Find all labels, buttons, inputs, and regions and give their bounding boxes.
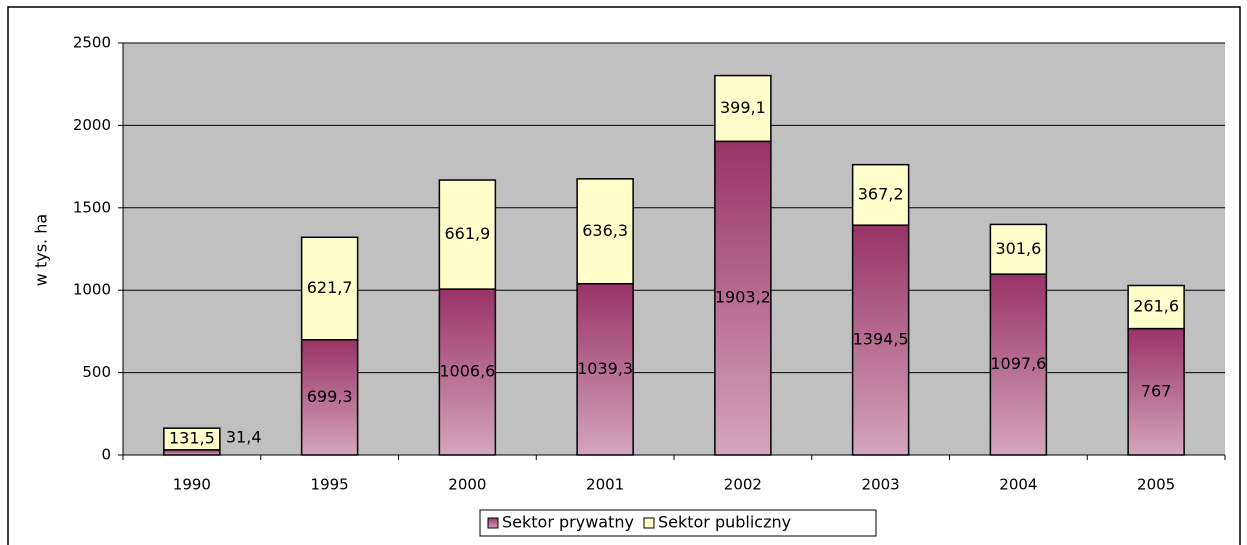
- plot-area: [123, 43, 1225, 455]
- bar-segment: [163, 449, 221, 456]
- data-label: 1039,3: [577, 359, 633, 378]
- bar-segment: [163, 427, 221, 451]
- x-tick-label: 1990: [173, 476, 211, 494]
- bar-segment: [989, 273, 1048, 456]
- y-axis-label: w tys. ha: [32, 214, 51, 286]
- legend-label: Sektor prywatny: [502, 513, 634, 532]
- x-tick-label: 2001: [586, 476, 624, 494]
- data-label: 621,7: [307, 278, 353, 297]
- legend-swatch: [643, 517, 655, 529]
- y-tick-label: 0: [101, 446, 111, 464]
- bar-segment: [438, 288, 497, 456]
- bar-segment: [1127, 327, 1185, 456]
- data-label: 661,9: [444, 224, 490, 243]
- bar-segment: [1127, 284, 1185, 330]
- data-label: 261,6: [1133, 297, 1179, 316]
- bar-segment: [989, 223, 1048, 275]
- data-label: 131,5: [169, 428, 215, 447]
- data-label: 767: [1141, 381, 1172, 400]
- data-label: 301,6: [995, 239, 1041, 258]
- bar-segment: [714, 74, 772, 143]
- bar-segment: [300, 339, 359, 456]
- bar-segment: [851, 224, 910, 456]
- bar-segment: [576, 282, 634, 456]
- bar-segment: [576, 178, 634, 285]
- y-tick-label: 1500: [73, 198, 111, 216]
- bar-segment: [851, 163, 910, 226]
- legend-swatch: [487, 517, 499, 529]
- x-tick-label: 2000: [448, 476, 486, 494]
- legend-box: [479, 509, 877, 537]
- data-label: 1394,5: [853, 330, 909, 349]
- data-label: 1097,6: [990, 354, 1046, 373]
- legend-label: Sektor publiczny: [658, 513, 791, 532]
- x-tick-label: 2004: [999, 476, 1037, 494]
- y-tick-label: 1000: [73, 281, 111, 299]
- y-tick-label: 500: [82, 363, 111, 381]
- data-label: 399,1: [720, 98, 766, 117]
- y-tick-label: 2000: [73, 116, 111, 134]
- bar-segment: [714, 140, 772, 456]
- data-label: 636,3: [582, 221, 628, 240]
- y-tick-label: 2500: [73, 34, 111, 52]
- bar-segment: [300, 236, 359, 341]
- x-tick-label: 1995: [311, 476, 349, 494]
- data-label: 1903,2: [715, 288, 771, 307]
- data-label: 699,3: [307, 387, 353, 406]
- x-tick-label: 2003: [862, 476, 900, 494]
- data-label: 367,2: [858, 184, 904, 203]
- data-label: 31,4: [226, 427, 262, 446]
- bar-segment: [438, 179, 497, 290]
- x-tick-label: 2002: [724, 476, 762, 494]
- data-label: 1006,6: [439, 362, 495, 381]
- frame: [7, 6, 1241, 545]
- x-tick-label: 2005: [1137, 476, 1175, 494]
